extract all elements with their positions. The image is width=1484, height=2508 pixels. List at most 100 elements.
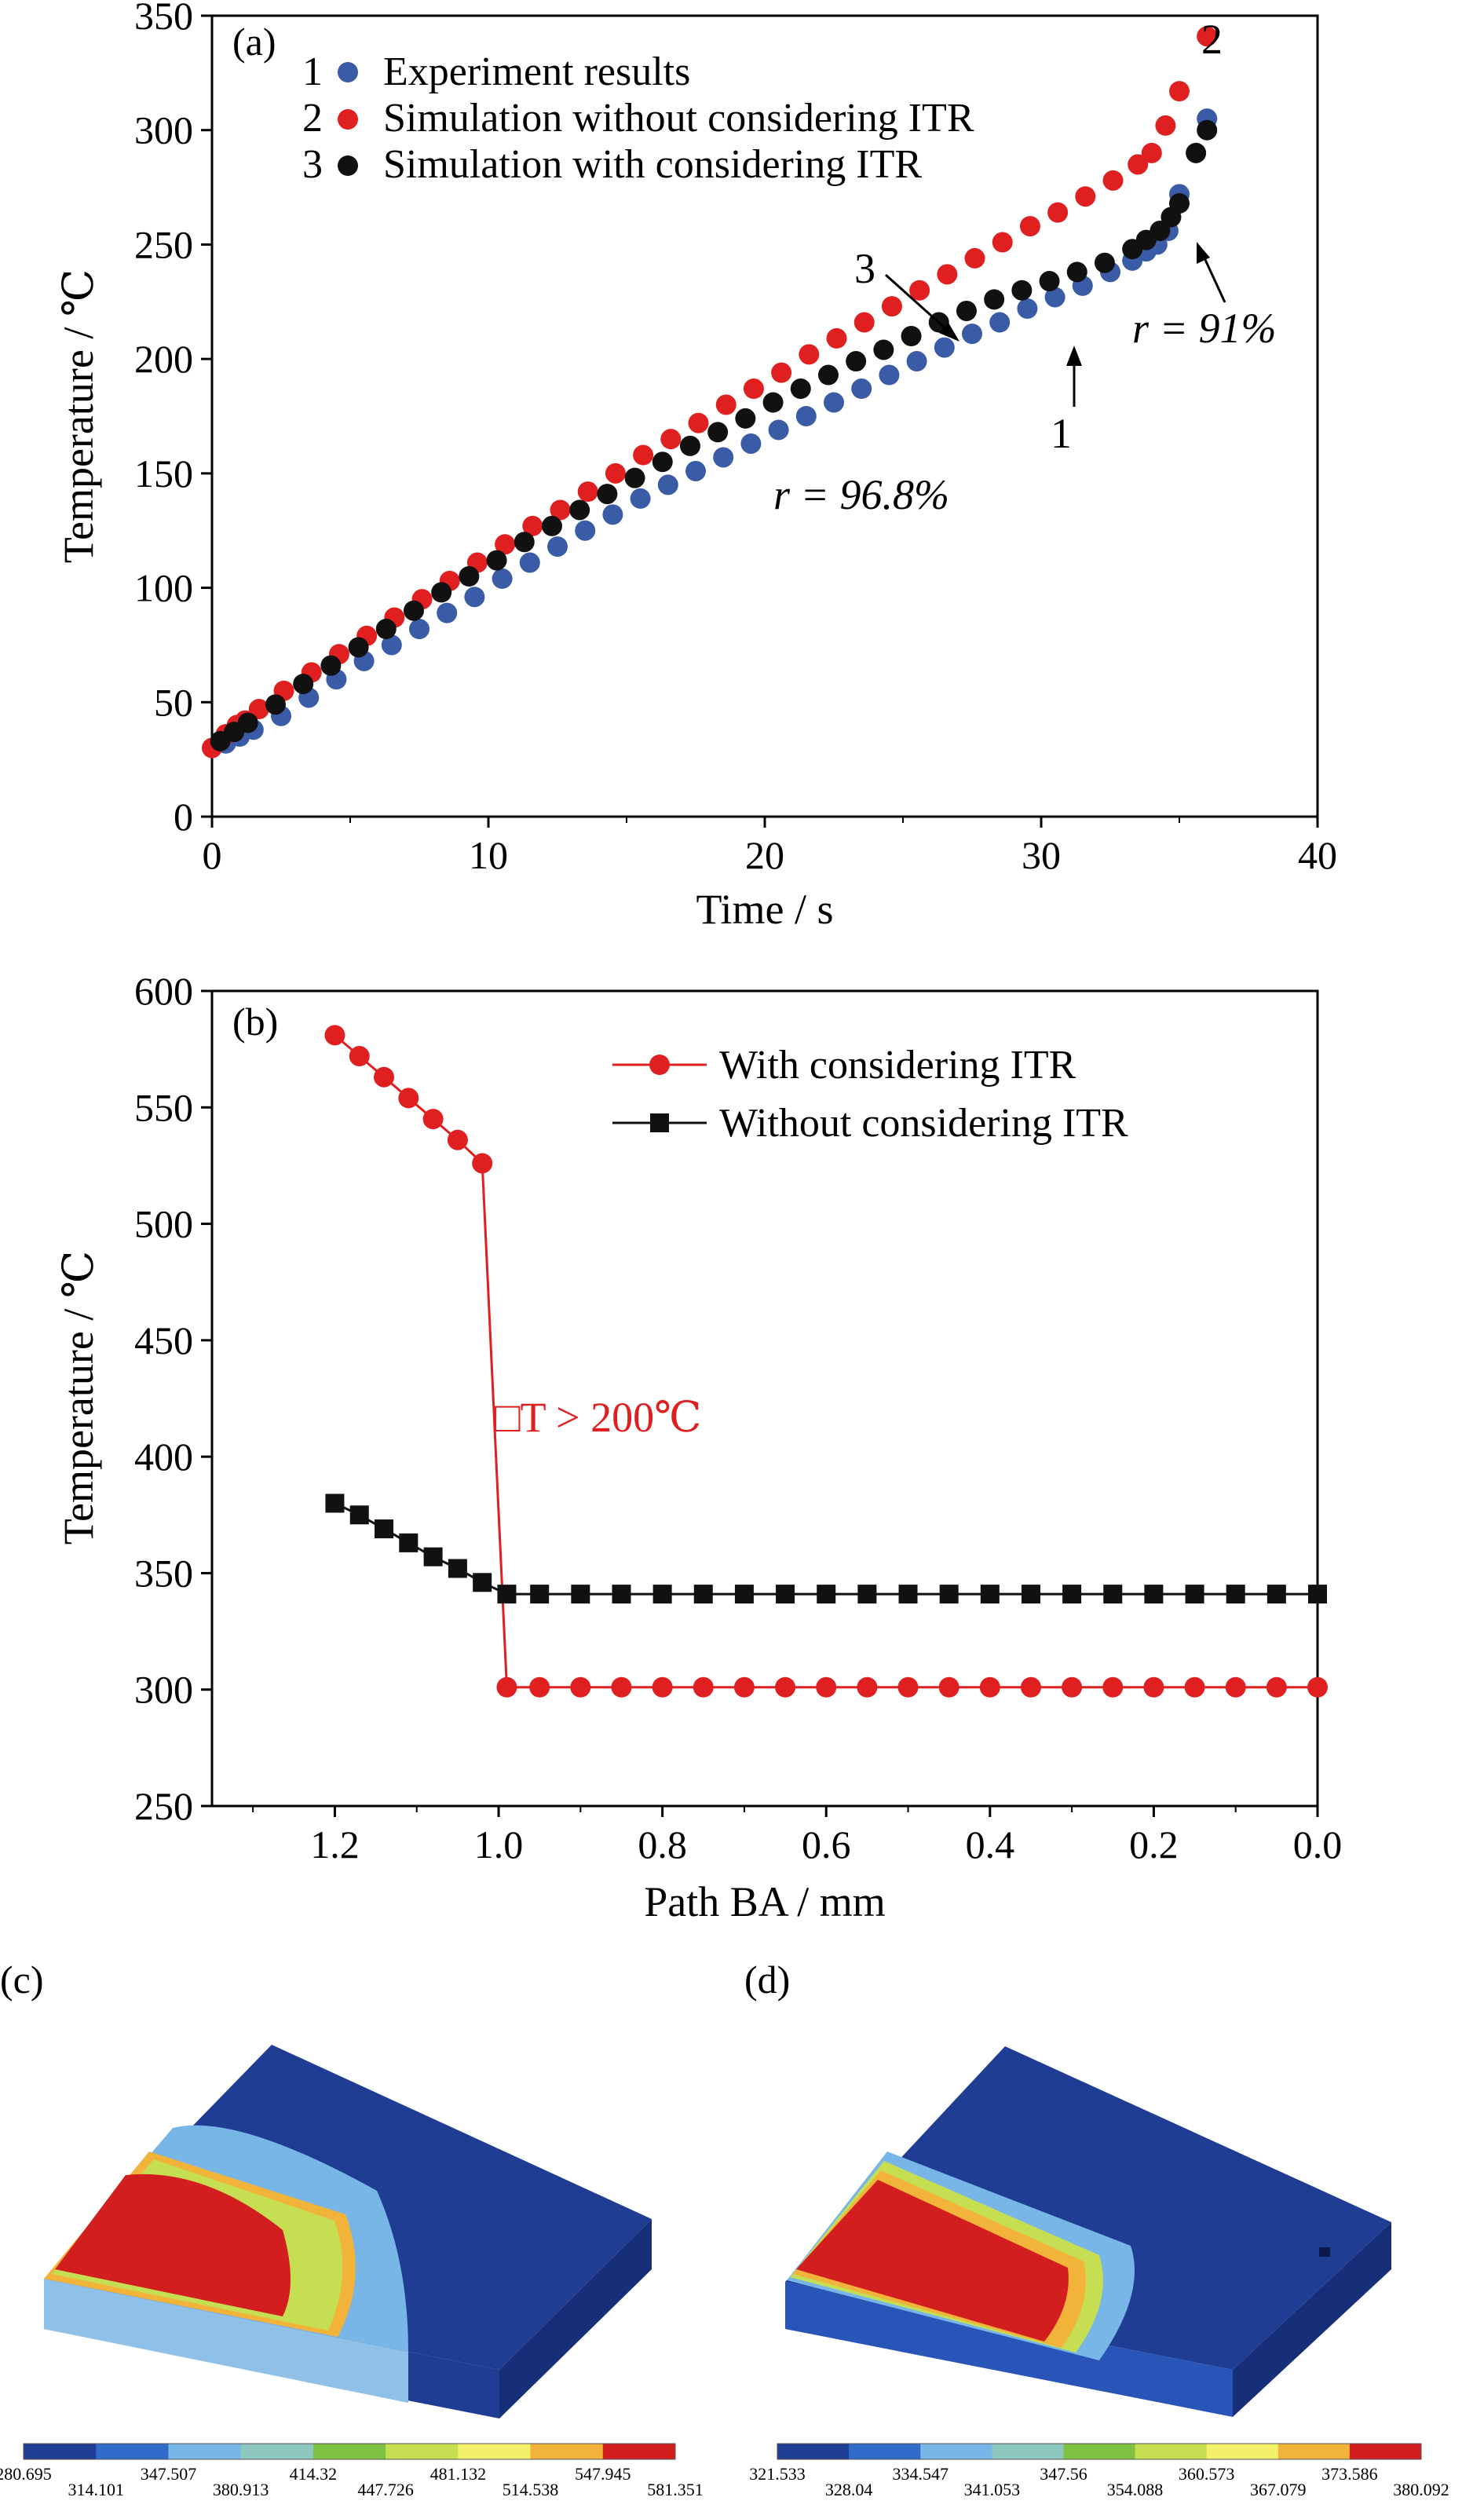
slab-c-side-right <box>499 2219 652 2418</box>
b-y-tick-label-4: 450 <box>134 1318 193 1362</box>
legend-b-2-label: Without considering ITR <box>719 1101 1128 1146</box>
b-y-tick-label-0: 250 <box>134 1784 193 1828</box>
colorbar-segment <box>386 2444 459 2459</box>
a-series-2-point <box>660 429 682 450</box>
b-series-1-point <box>733 1676 755 1698</box>
b-series-2-point <box>857 1585 877 1604</box>
b-series-2-point <box>734 1585 754 1604</box>
b-series-2-point <box>375 1519 394 1539</box>
a-series-2-point <box>1141 142 1162 163</box>
legend-a-1-number: 1 <box>302 49 323 94</box>
a-series-2-point <box>550 499 571 521</box>
a-series-1-point <box>879 364 900 386</box>
b-series-1-point <box>775 1676 796 1698</box>
b-y-tick-label-1: 300 <box>134 1668 193 1712</box>
a-series-2-point <box>633 444 654 466</box>
b-series-2-point <box>530 1585 550 1604</box>
b-series-1-point <box>1266 1676 1287 1698</box>
colorbar-segment <box>1063 2444 1136 2459</box>
b-series-2-point <box>1062 1585 1082 1604</box>
a-series-2-point <box>881 296 902 317</box>
legend-a-1-label: Experiment results <box>383 49 690 94</box>
colorbar-label: 321.533 <box>749 2464 806 2484</box>
a-series-3-point <box>1169 192 1190 214</box>
a-series-1-point <box>381 634 402 656</box>
b-series-2-point <box>693 1585 713 1604</box>
colorbar-label: 380.092 <box>1393 2480 1449 2499</box>
slab-c-side-front-light <box>44 2279 408 2403</box>
annotation-curve-1: 1 <box>1051 410 1072 457</box>
panel-b-plot-frame <box>210 989 1319 1808</box>
a-series-3-point <box>1011 280 1033 301</box>
b-series-1-point <box>816 1676 837 1698</box>
a-series-3-point <box>293 673 314 694</box>
a-series-3-point <box>1094 252 1115 273</box>
panel-b-label: (b) <box>232 1000 278 1044</box>
b-series-1-point <box>1143 1676 1164 1698</box>
colorbar-label: 373.586 <box>1321 2464 1378 2484</box>
a-series-1-point <box>1017 298 1038 320</box>
b-y-tick-label-6: 550 <box>134 1085 193 1129</box>
colorbar-segment <box>602 2444 676 2459</box>
a-series-3-point <box>403 600 424 621</box>
legend-a-2-marker <box>338 109 358 130</box>
colorbar-label: 367.079 <box>1250 2480 1307 2499</box>
colorbar-segment <box>920 2444 992 2459</box>
panel-a-x-axis-title: Time / s <box>696 886 833 933</box>
a-series-3-point <box>817 364 839 386</box>
panel-d-slab-render <box>785 2046 1391 2417</box>
a-series-1-point <box>906 351 927 372</box>
legend-a-2-label: Simulation without considering ITR <box>383 96 974 141</box>
a-x-tick-label-2: 20 <box>745 833 784 877</box>
colorbar-label: 328.04 <box>825 2480 873 2499</box>
legend-a-3-marker <box>338 155 358 176</box>
a-series-3-point <box>762 392 784 413</box>
b-series-1-point <box>611 1676 632 1698</box>
b-x-tick-label-1: 1.0 <box>474 1823 524 1866</box>
b-series-1-point <box>324 1025 345 1046</box>
b-series-1-point <box>1020 1676 1041 1698</box>
b-series-1-line <box>334 1034 1318 1689</box>
colorbar-segment <box>992 2444 1064 2459</box>
colorbar-label: 334.547 <box>892 2464 949 2484</box>
arrow-r-91-head <box>1197 242 1210 264</box>
b-series-1-point <box>374 1066 395 1088</box>
a-series-1-point <box>795 406 817 426</box>
panel-c-contour-plot: (c) 280.695 314.101 347.507 380.913 414.32 44… <box>0 1958 704 2499</box>
contour-d-core <box>796 2180 1069 2342</box>
a-series-3-point <box>569 499 590 521</box>
b-series-1-point <box>529 1676 550 1698</box>
b-series-2-point <box>898 1585 918 1604</box>
a-series-3-point <box>790 378 811 400</box>
panel-b-legend: With considering ITR Without considering… <box>612 1043 1128 1146</box>
a-series-3-point <box>846 351 867 372</box>
colorbar-segment <box>1135 2444 1208 2459</box>
a-series-3-point <box>237 712 258 733</box>
b-series-2-point <box>1267 1585 1286 1604</box>
panel-b-data-points <box>324 1025 1328 1698</box>
arrow-curve-3 <box>884 273 956 338</box>
a-series-2-point <box>1075 186 1096 207</box>
a-series-3-point <box>541 515 562 536</box>
a-series-2-point <box>909 280 930 301</box>
b-series-2-point <box>325 1493 345 1513</box>
a-y-tick-label-5: 250 <box>134 222 193 266</box>
a-series-2-point <box>853 312 875 333</box>
a-x-tick-label-3: 30 <box>1022 833 1061 877</box>
a-series-2-point <box>1102 170 1124 191</box>
legend-a-3-number: 3 <box>302 142 323 187</box>
a-series-3-point <box>679 435 700 456</box>
a-series-2-point <box>715 394 737 415</box>
a-series-2-point <box>743 378 764 400</box>
b-x-tick-label-2: 0.8 <box>638 1823 687 1866</box>
b-series-1-point <box>398 1088 419 1109</box>
a-series-2-point <box>964 247 985 269</box>
a-series-3-point <box>873 339 894 360</box>
a-series-1-point <box>934 337 955 358</box>
colorbar-label: 360.573 <box>1179 2464 1235 2484</box>
a-series-1-point <box>685 460 706 481</box>
a-series-2-point <box>826 327 847 349</box>
b-series-1-point <box>652 1676 673 1698</box>
contour-c-core <box>55 2173 291 2316</box>
